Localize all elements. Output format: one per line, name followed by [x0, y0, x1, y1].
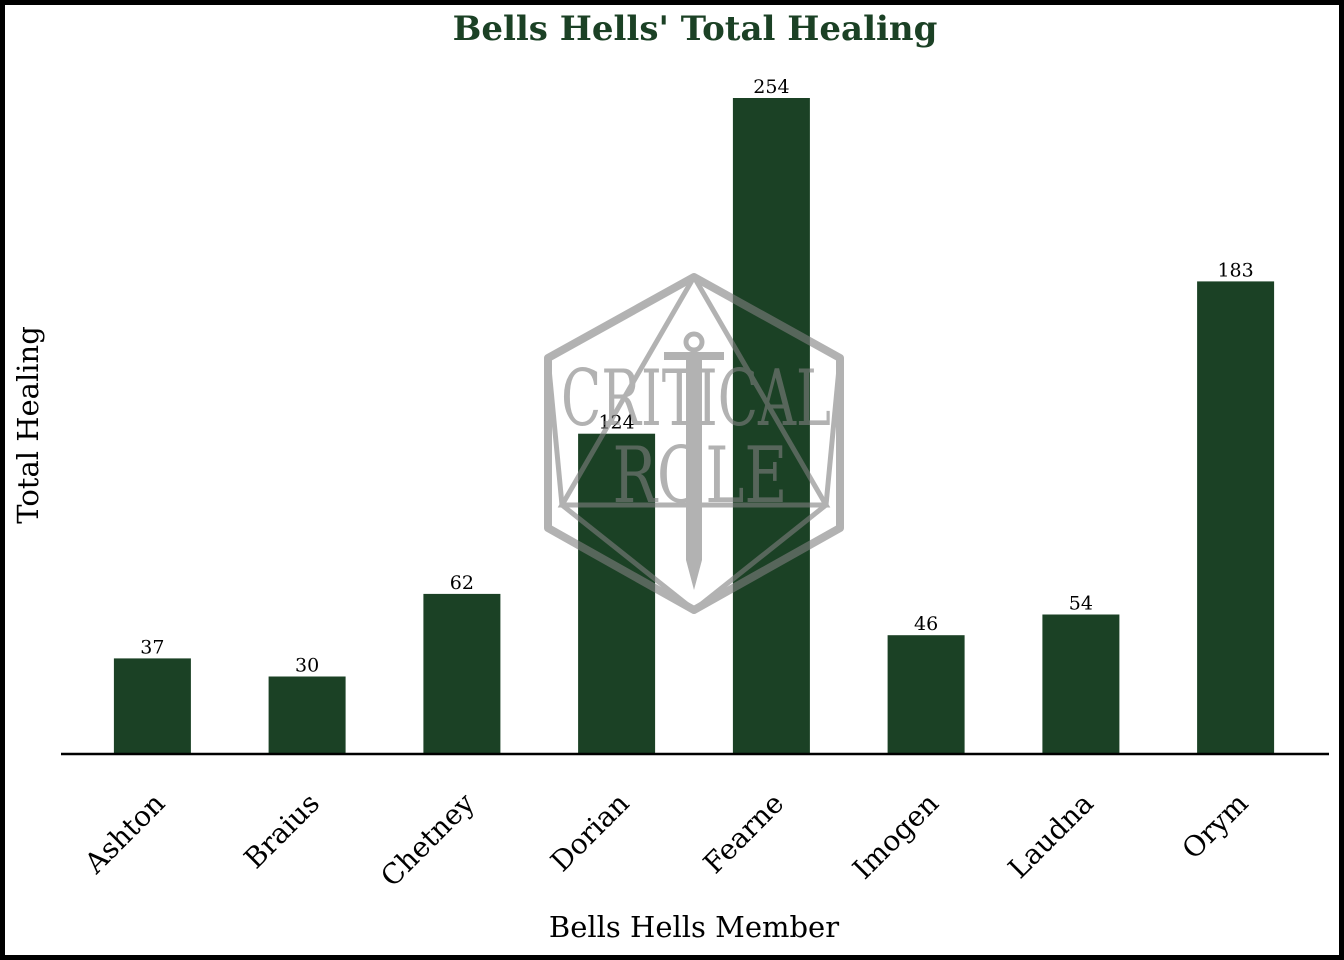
d20-inner-line — [560, 503, 696, 612]
x-tick-labels-group: Ashton Braius Chetney Dorian Fearne Imogen Lau… — [77, 786, 1254, 893]
sword-blade — [686, 360, 702, 590]
x-tick-label-orym: Orym — [1176, 787, 1255, 866]
x-tick-label-braius: Braius — [238, 787, 326, 875]
bar-dorian — [578, 433, 656, 754]
sword-pommel — [683, 331, 705, 353]
x-tick-label-fearne: Fearne — [697, 787, 790, 880]
d20-inner-line — [823, 357, 843, 506]
data-label-braius: 30 — [295, 655, 319, 677]
bar-ashton — [113, 658, 191, 754]
bars-group — [113, 98, 1275, 754]
critical-role-logo: CRITICAL ROLE — [544, 273, 844, 614]
sword-guard — [664, 352, 724, 360]
x-tick-label-dorian: Dorian — [544, 787, 635, 878]
logo-line-critical: CRITICAL — [561, 354, 831, 444]
bar-orym — [1197, 281, 1275, 754]
data-label-fearne: 254 — [753, 76, 789, 98]
data-label-laudna: 54 — [1069, 593, 1093, 615]
bar-braius — [268, 676, 346, 754]
x-axis-label: Bells Hells Member — [549, 910, 839, 944]
d20-inner-line — [692, 503, 828, 612]
data-label-chetney: 62 — [450, 572, 474, 594]
bar-fearne — [732, 98, 810, 754]
data-label-imogen: 46 — [914, 613, 938, 635]
y-axis-label: Total Healing — [11, 326, 45, 524]
chart-title: Bells Hells' Total Healing — [453, 9, 938, 49]
logo-line-role: ROLE — [613, 431, 788, 521]
x-tick-label-imogen: Imogen — [846, 787, 945, 886]
x-tick-label-chetney: Chetney — [374, 786, 481, 893]
data-label-orym: 183 — [1217, 259, 1253, 281]
bar-chetney — [423, 593, 501, 754]
x-tick-label-ashton: Ashton — [77, 787, 171, 881]
bar-laudna — [1042, 614, 1120, 754]
data-label-ashton: 37 — [140, 636, 164, 658]
bar-imogen — [887, 635, 965, 754]
d20-inner-line — [545, 357, 565, 506]
x-tick-label-laudna: Laudna — [1002, 787, 1100, 885]
